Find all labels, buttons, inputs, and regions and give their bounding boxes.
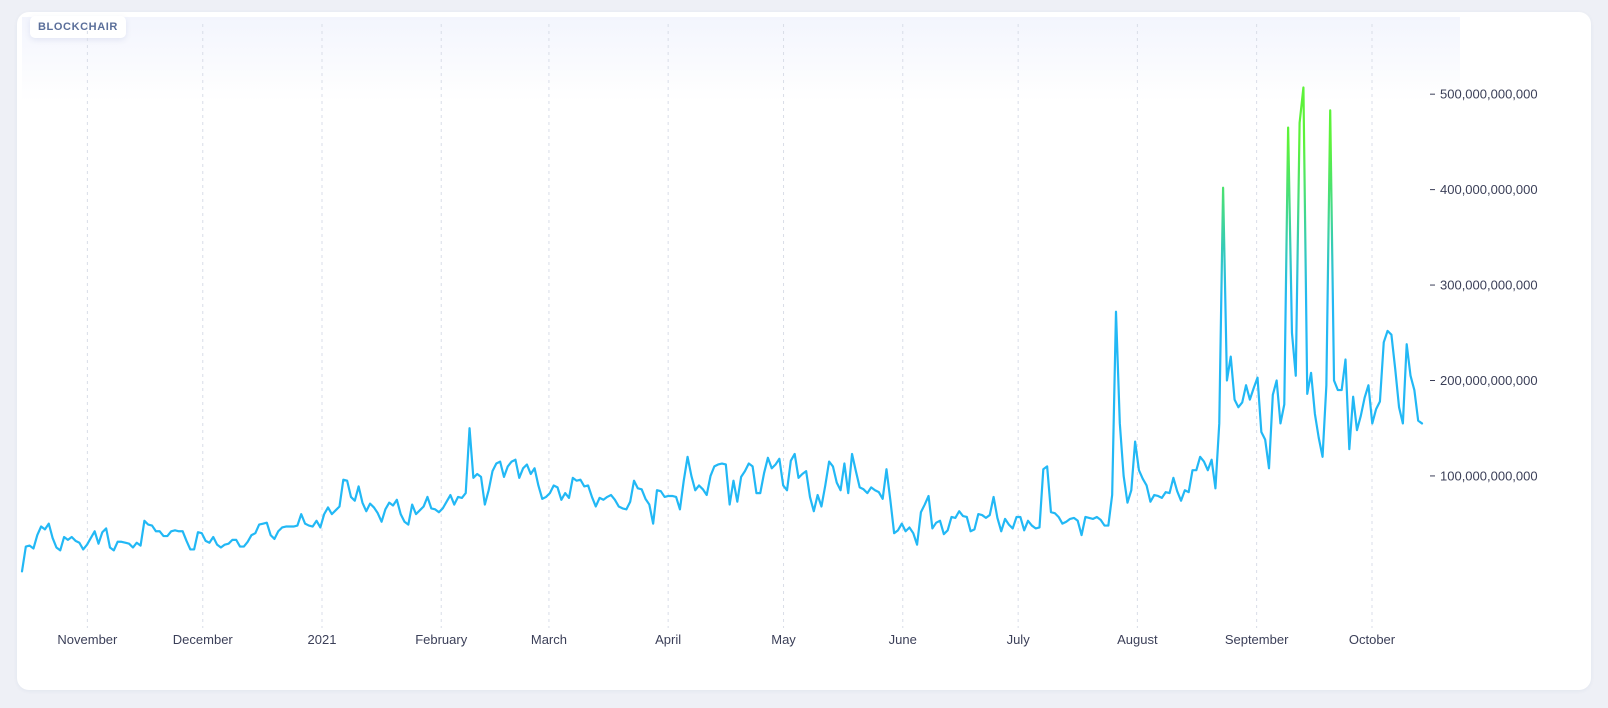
x-tick-label: June xyxy=(889,632,917,647)
x-tick-label: March xyxy=(531,632,567,647)
plot-band xyxy=(22,17,1460,102)
brand-label: BLOCKCHAIR xyxy=(38,21,118,33)
x-tick-label: July xyxy=(1007,632,1031,647)
x-tick-label: September xyxy=(1225,632,1289,647)
x-tick-label: November xyxy=(57,632,118,647)
x-tick-label: February xyxy=(415,632,468,647)
blockchair-logo-badge[interactable]: BLOCKCHAIR xyxy=(30,16,126,38)
x-tick-label: December xyxy=(173,632,234,647)
x-tick-label: August xyxy=(1117,632,1158,647)
y-tick-label: 100,000,000,000 xyxy=(1440,468,1538,483)
x-tick-label: October xyxy=(1349,632,1396,647)
y-tick-label: 400,000,000,000 xyxy=(1440,182,1538,197)
x-axis: November December 2021 February March April Ma… xyxy=(57,632,1395,647)
x-tick-label: April xyxy=(655,632,681,647)
y-tick-label: 500,000,000,000 xyxy=(1440,87,1538,102)
series-line xyxy=(20,86,1424,573)
chart-card xyxy=(17,12,1591,690)
x-tick-label: May xyxy=(771,632,796,647)
x-tick-label: 2021 xyxy=(308,632,337,647)
y-axis: 100,000,000,000 200,000,000,000 300,000,00… xyxy=(1430,87,1538,483)
grid-lines xyxy=(86,24,1373,628)
y-tick-label: 300,000,000,000 xyxy=(1440,278,1538,293)
y-tick-label: 200,000,000,000 xyxy=(1440,373,1538,388)
